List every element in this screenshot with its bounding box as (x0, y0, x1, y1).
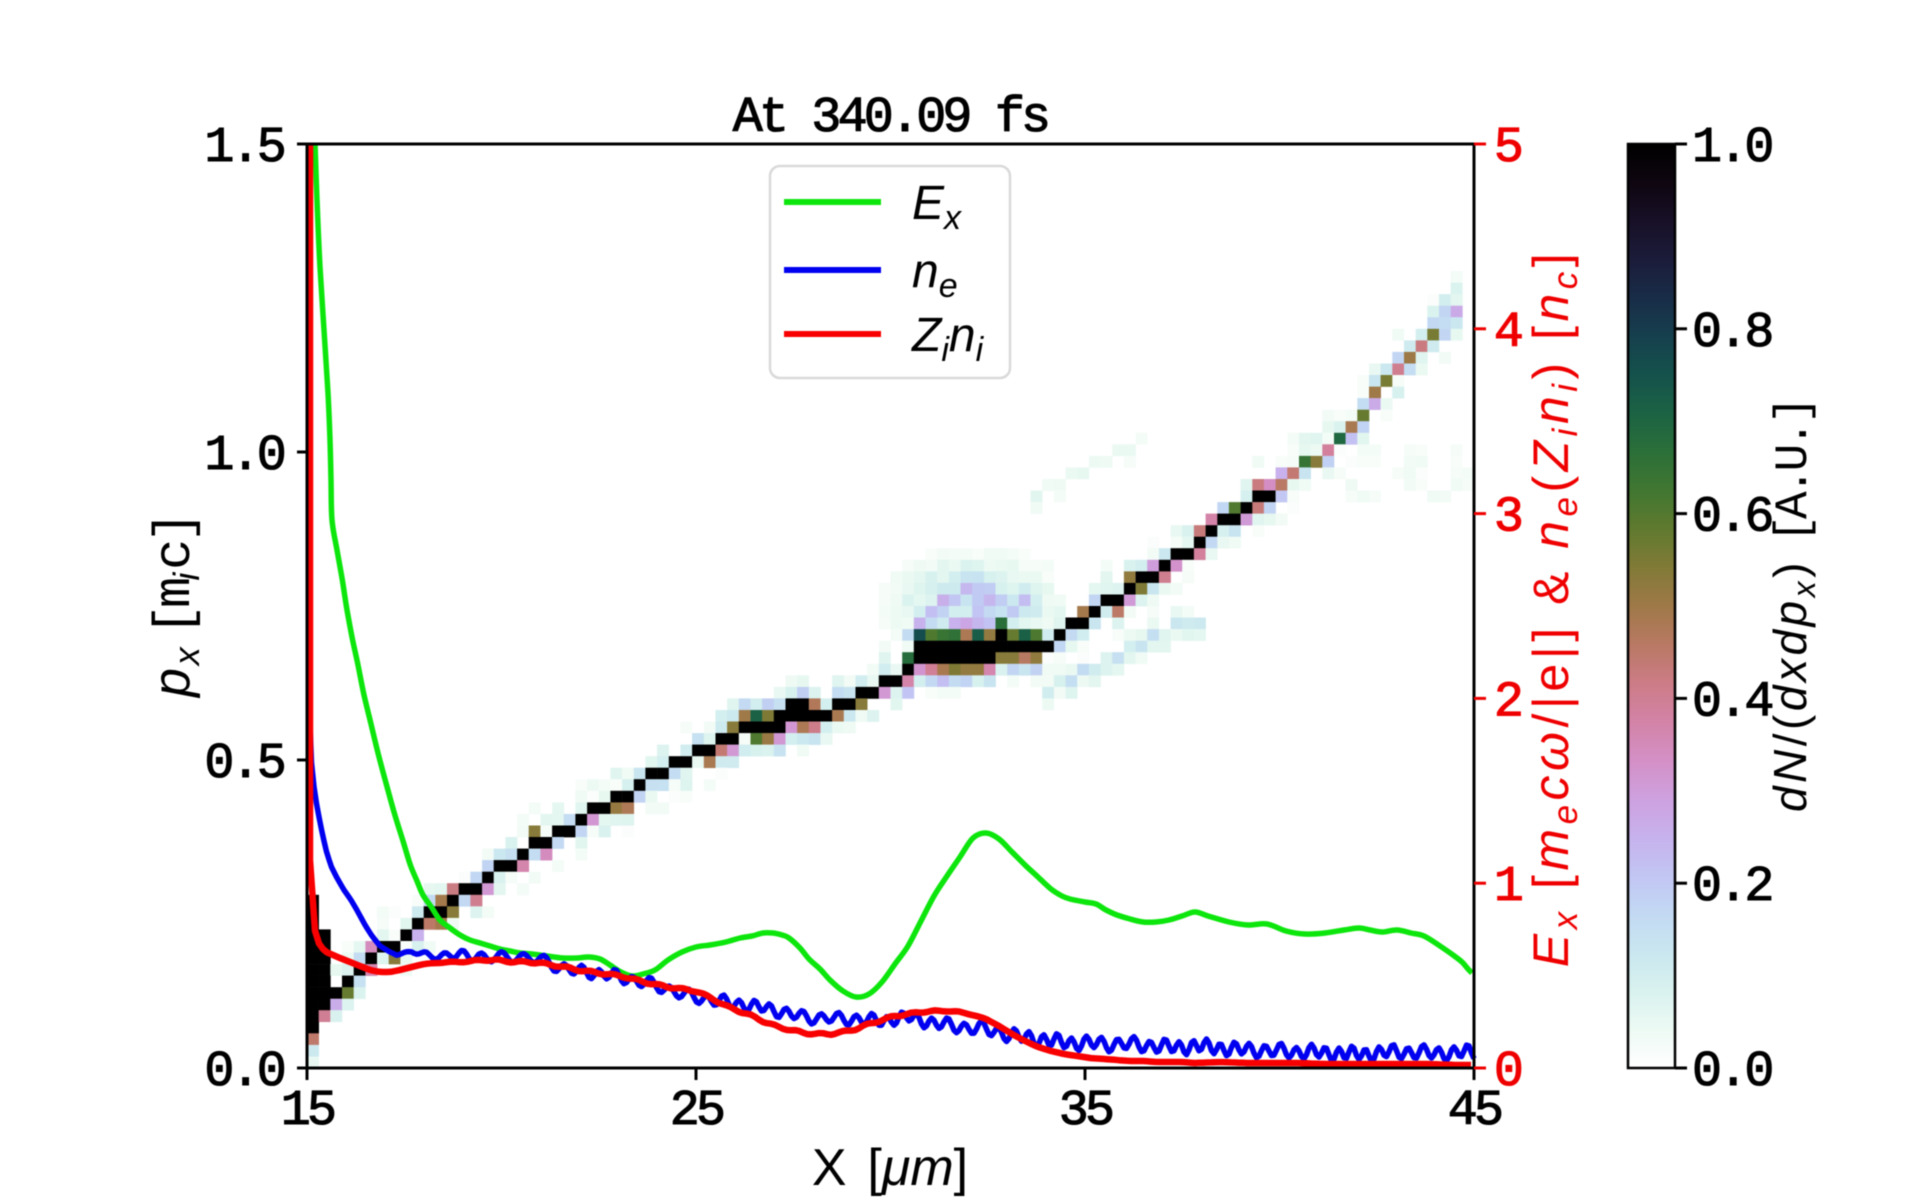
svg-text:0.2: 0.2 (1692, 859, 1771, 916)
svg-text:0: 0 (1494, 1044, 1521, 1101)
svg-text:Zini: Zini (911, 309, 985, 369)
svg-text:Ex [mecω/|e|] & ne(Zini) [nc]: Ex [mecω/|e|] & ne(Zini) [nc] (1523, 249, 1585, 967)
svg-text:px[mic]: px[mic] (143, 515, 207, 699)
svg-text:2: 2 (1494, 674, 1521, 731)
svg-text:0.4: 0.4 (1692, 674, 1772, 731)
svg-text:0.5: 0.5 (204, 736, 283, 793)
svg-text:25: 25 (670, 1083, 723, 1140)
svg-text:X [μm]: X [μm] (812, 1139, 968, 1197)
svg-text:0.0: 0.0 (1692, 1044, 1771, 1101)
svg-text:15: 15 (281, 1083, 334, 1140)
svg-text:At 340.09 fs: At 340.09 fs (733, 90, 1047, 147)
svg-text:1.5: 1.5 (204, 120, 283, 177)
svg-text:Ex: Ex (912, 177, 962, 237)
svg-text:3: 3 (1494, 490, 1521, 547)
svg-text:0.8: 0.8 (1692, 305, 1771, 362)
svg-text:0.6: 0.6 (1692, 490, 1771, 547)
svg-text:1.0: 1.0 (204, 428, 283, 485)
svg-text:45: 45 (1448, 1083, 1501, 1140)
svg-text:1.0: 1.0 (1692, 120, 1771, 177)
svg-text:4: 4 (1494, 305, 1522, 362)
svg-text:35: 35 (1059, 1083, 1112, 1140)
svg-text:ne: ne (912, 245, 958, 305)
svg-text:5: 5 (1494, 120, 1521, 177)
svg-text:dN/(dxdpx) [A.U.]: dN/(dxdpx) [A.U.] (1764, 400, 1822, 812)
svg-text:1: 1 (1494, 859, 1522, 916)
svg-text:0.0: 0.0 (204, 1044, 283, 1101)
